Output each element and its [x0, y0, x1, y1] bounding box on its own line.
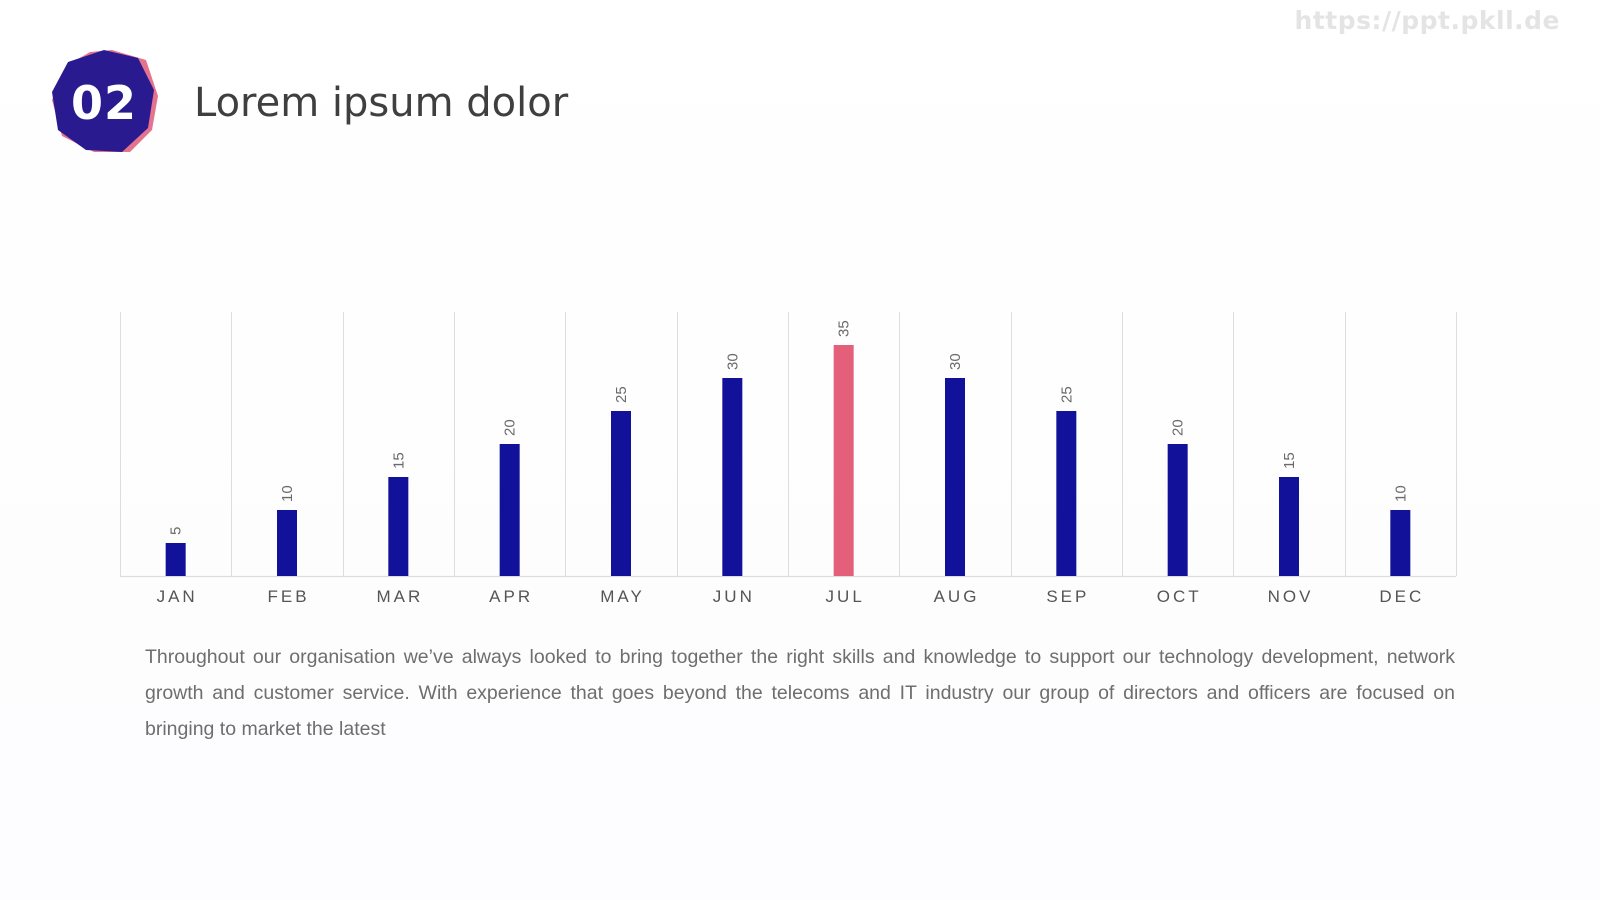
section-badge: 02 [50, 48, 160, 158]
bar-jun [722, 378, 743, 576]
data-label-jul: 35 [836, 320, 853, 337]
data-label-apr: 20 [502, 419, 519, 436]
badge-primary-shape [52, 50, 154, 152]
bar-chart: 5 JAN 10 FEB 15 MAR 20 APR 25 MAY 30 JUN 35 JUL 30 AUG 2… [120, 312, 1457, 606]
data-label-aug: 30 [947, 353, 964, 370]
data-label-jun: 30 [724, 353, 741, 370]
month-label-feb: FEB [267, 587, 309, 606]
badge-number: 02 [70, 76, 137, 130]
bar-sep [1056, 411, 1077, 576]
data-label-jan: 5 [168, 527, 185, 535]
month-label-jan: JAN [157, 587, 198, 606]
data-label-oct: 20 [1170, 419, 1187, 436]
badge-shape [52, 50, 158, 152]
month-label-sep: SEP [1046, 587, 1089, 606]
month-label-mar: MAR [376, 587, 423, 606]
month-label-aug: AUG [934, 587, 980, 606]
data-label-feb: 10 [279, 485, 296, 502]
bar-dec [1390, 510, 1411, 576]
bar-feb [277, 510, 297, 576]
data-label-nov: 15 [1281, 452, 1298, 469]
description-text: Throughout our organisation we’ve always… [145, 646, 1455, 740]
bar-jan [165, 543, 186, 576]
month-label-oct: OCT [1157, 587, 1202, 606]
page-title: Lorem ipsum dolor [194, 80, 569, 126]
data-label-may: 25 [613, 386, 630, 403]
data-label-mar: 15 [390, 452, 407, 469]
month-label-nov: NOV [1268, 587, 1314, 606]
bar-apr [499, 444, 520, 576]
month-label-apr: APR [489, 587, 533, 606]
bar-may [611, 411, 631, 576]
month-label-jul: JUL [826, 587, 865, 606]
data-label-sep: 25 [1058, 386, 1075, 403]
month-label-dec: DEC [1379, 587, 1424, 606]
bar-nov [1279, 477, 1299, 576]
bar-jul [833, 345, 854, 576]
bar-oct [1167, 444, 1188, 576]
bar-mar [388, 477, 409, 576]
bar-aug [945, 378, 965, 576]
month-label-jun: JUN [713, 587, 755, 606]
data-label-dec: 10 [1392, 485, 1409, 502]
watermark: https://ppt.pkll.de [1294, 6, 1560, 35]
month-label-may: MAY [600, 587, 645, 606]
